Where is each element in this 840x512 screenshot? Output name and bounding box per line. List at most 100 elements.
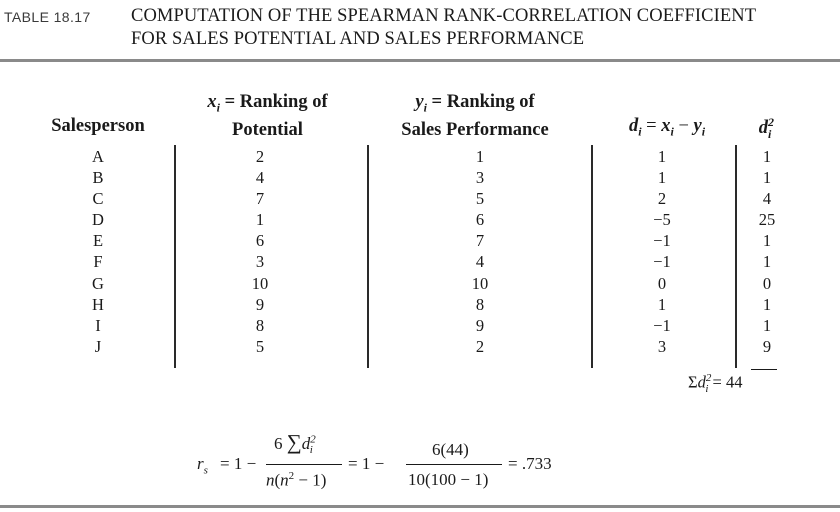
sum-sub: i: [705, 382, 709, 395]
bottom-rule: [0, 505, 840, 508]
formula-lhs-sub: s: [203, 464, 208, 477]
table-label: TABLE 18.17: [4, 9, 91, 25]
cell-y: 5: [475, 189, 485, 209]
header-d2-sup: 2: [767, 115, 774, 129]
formula-eq2: = 1 −: [348, 454, 385, 473]
sum-var: d: [697, 372, 706, 392]
cell-y: 10: [471, 273, 489, 293]
cell-salesperson: B: [92, 168, 104, 188]
header-x-ranking: xi = Ranking of Potential: [185, 91, 350, 141]
sum-eq: =: [708, 372, 726, 392]
column-divider-3: [591, 145, 593, 368]
num1-var: d: [301, 434, 311, 453]
num1-coef: 6: [274, 434, 287, 453]
fraction-bar-2: [406, 464, 502, 466]
sum-value: 44: [725, 372, 743, 392]
header-d-y: y: [693, 116, 702, 136]
header-d-x-sub: i: [670, 124, 674, 139]
cell-salesperson: A: [92, 147, 104, 166]
cell-salesperson: G: [92, 273, 104, 293]
cell-y: 2: [475, 336, 485, 356]
cell-d2: 25: [758, 210, 776, 230]
fraction-bar-1: [266, 464, 342, 466]
header-x-sub: i: [216, 100, 220, 115]
cell-y: 9: [475, 315, 485, 335]
column-d2: 1 1 4 25 1 1 0 1 1 9: [747, 146, 787, 357]
sum-of-d-squared: Σd2i = 44: [688, 372, 742, 395]
sum-sigma: Σ: [688, 372, 698, 392]
column-divider-4: [735, 145, 737, 368]
cell-x: 2: [255, 147, 265, 166]
header-y-line2: Sales Performance: [401, 119, 549, 140]
sum-sup: 2: [705, 372, 712, 384]
header-d2-var: d: [758, 118, 768, 139]
cell-d: 1: [657, 147, 667, 166]
header-x-var: x: [207, 92, 217, 112]
formula-eq1: = 1 −: [220, 454, 257, 473]
cell-d: 1: [657, 168, 667, 188]
cell-d2: 1: [762, 252, 772, 272]
sum-rule: [751, 369, 777, 371]
cell-salesperson: I: [95, 315, 101, 335]
header-difference: di = xi − yi: [592, 115, 742, 143]
table-caption: TABLE 18.17 COMPUTATION OF THE SPEARMAN …: [0, 6, 840, 54]
formula-lhs: rs: [197, 454, 208, 476]
formula-result: = .733: [508, 454, 552, 473]
column-y: 1 3 5 6 7 4 10 8 9 2: [450, 146, 510, 357]
cell-x: 4: [255, 168, 265, 188]
caption-line-1: COMPUTATION OF THE SPEARMAN RANK-CORRELA…: [131, 6, 757, 26]
cell-y: 1: [475, 147, 485, 166]
header-salesperson: Salesperson: [51, 116, 145, 136]
cell-x: 9: [255, 294, 265, 314]
formula-numerator-1: 6 ∑d2i: [274, 430, 316, 457]
cell-x: 1: [255, 210, 265, 230]
cell-d2: 1: [762, 231, 772, 251]
den1-sup: 2: [288, 470, 295, 482]
cell-d: −5: [653, 210, 671, 230]
cell-d: −1: [653, 231, 671, 251]
num1-sub: i: [309, 444, 313, 457]
header-y-sub: i: [423, 100, 427, 115]
cell-d2: 1: [762, 147, 772, 166]
den1-var2: n: [280, 470, 289, 490]
header-y-eq: = Ranking of: [426, 92, 535, 112]
num1-sup: 2: [310, 433, 316, 446]
header-d-eq: =: [641, 116, 662, 136]
header-d2-sub: i: [767, 126, 772, 141]
cell-salesperson: F: [93, 252, 103, 272]
cell-x: 6: [255, 231, 265, 251]
column-d: 1 1 2 −5 −1 −1 0 1 −1 3: [632, 146, 692, 357]
spearman-formula: rs = 1 − 6 ∑d2i n(n2 − 1) = 1 − 6(44) 10…: [0, 420, 840, 500]
cell-salesperson: E: [92, 231, 104, 251]
formula-lhs-var: r: [197, 454, 204, 473]
cell-x: 5: [255, 336, 265, 356]
cell-x: 3: [255, 252, 265, 272]
cell-d2: 1: [762, 168, 772, 188]
cell-d2: 4: [762, 189, 772, 209]
cell-y: 6: [475, 210, 485, 230]
header-x-line2: Potential: [232, 119, 303, 140]
cell-d2: 1: [762, 315, 772, 335]
cell-d: −1: [653, 315, 671, 335]
header-x-eq: = Ranking of: [219, 92, 328, 112]
formula-numerator-2: 6(44): [432, 440, 469, 459]
header-y-var: y: [415, 92, 424, 112]
cell-y: 7: [475, 231, 485, 251]
cell-x: 7: [255, 189, 265, 209]
cell-salesperson: C: [92, 189, 104, 209]
cell-d: 0: [657, 273, 667, 293]
header-d-x: x: [661, 116, 671, 136]
formula-denominator-1: n(n2 − 1): [266, 470, 326, 491]
cell-x: 8: [255, 315, 265, 335]
cell-d2: 0: [762, 273, 772, 293]
cell-d2: 1: [762, 294, 772, 314]
column-x: 2 4 7 1 6 3 10 9 8 5: [230, 146, 290, 357]
den1-open: (: [274, 470, 281, 490]
cell-d: 2: [657, 189, 667, 209]
column-divider-1: [174, 145, 176, 368]
caption-line-2: FOR SALES POTENTIAL AND SALES PERFORMANC…: [131, 29, 585, 49]
den1-rest: − 1): [294, 470, 327, 490]
cell-salesperson: J: [94, 336, 102, 356]
cell-y: 8: [475, 294, 485, 314]
top-rule: [0, 59, 840, 62]
